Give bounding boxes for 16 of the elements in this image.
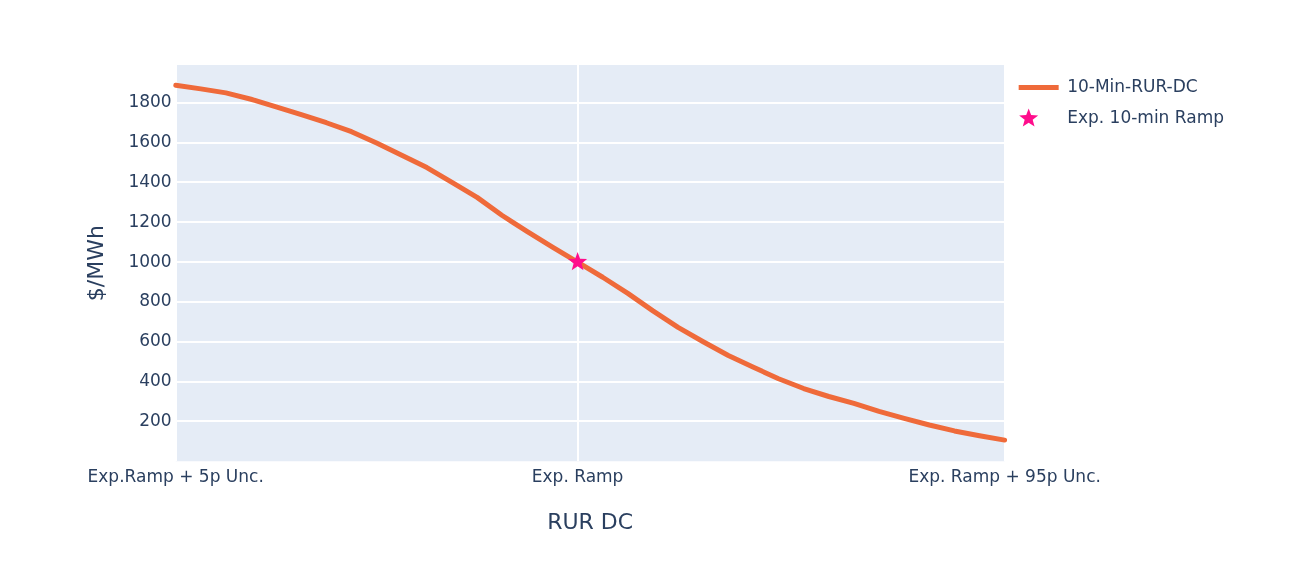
y-tick-label: 1400 xyxy=(128,170,172,191)
x-tick-label: Exp. Ramp xyxy=(531,465,624,486)
legend-label: 10-Min-RUR-DC xyxy=(1067,75,1198,96)
y-tick-label: 1800 xyxy=(128,91,172,112)
y-tick-label: 400 xyxy=(139,369,172,390)
y-tick-label: 200 xyxy=(139,409,172,430)
y-tick-label: 1000 xyxy=(128,250,172,271)
y-tick-label: 1200 xyxy=(128,210,172,231)
y-tick-label: 600 xyxy=(139,330,172,351)
x-tick-label: Exp.Ramp + 5p Unc. xyxy=(87,465,264,486)
x-axis-title: RUR DC xyxy=(547,508,634,534)
y-axis-title: $/MWh xyxy=(82,225,108,302)
x-tick-label: Exp. Ramp + 95p Unc. xyxy=(908,465,1101,486)
y-tick-label: 1600 xyxy=(128,131,172,152)
y-tick-label: 800 xyxy=(139,290,172,311)
legend-label: Exp. 10-min Ramp xyxy=(1067,106,1225,127)
